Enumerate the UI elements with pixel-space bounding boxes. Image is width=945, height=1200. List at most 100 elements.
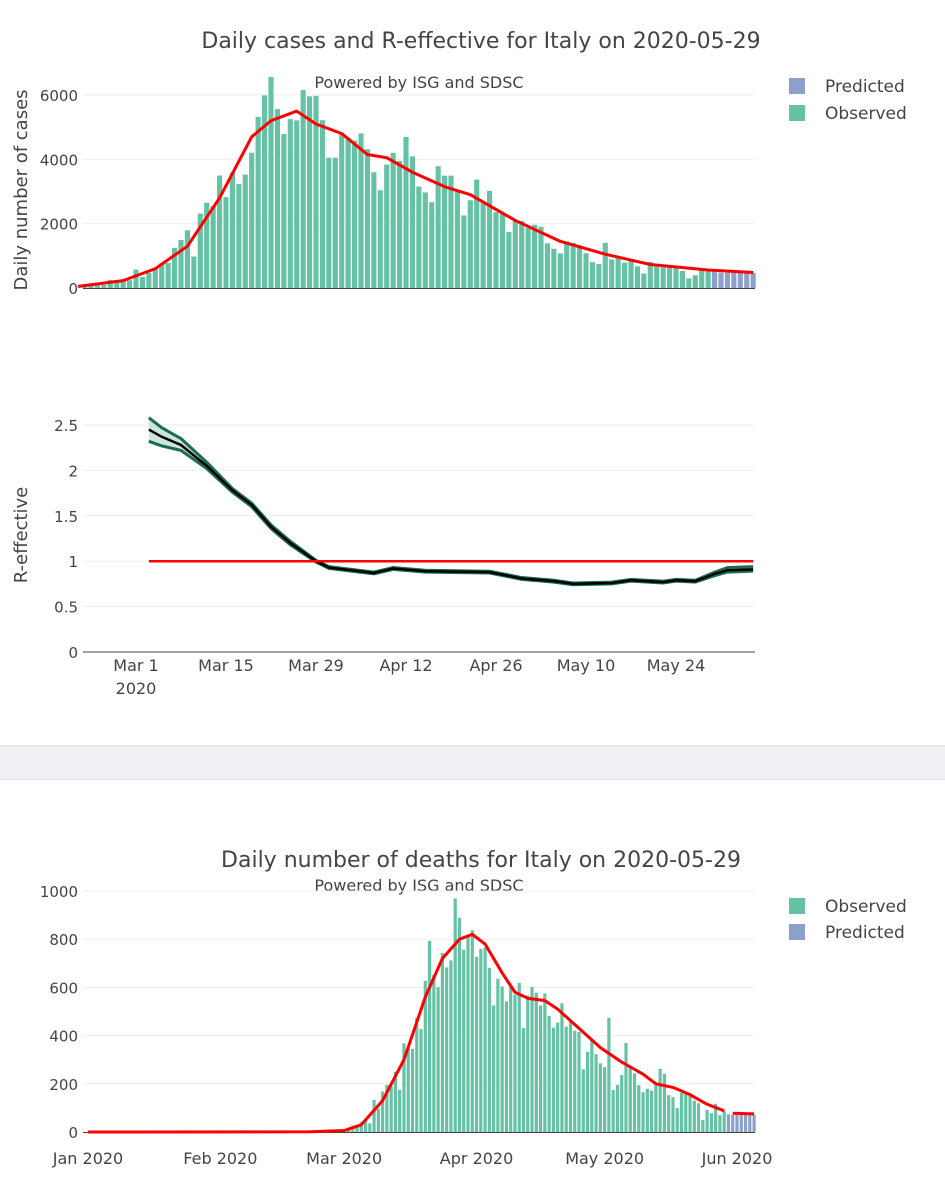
bar-observed	[525, 227, 531, 288]
bar-observed	[667, 267, 673, 288]
smoothed-line	[87, 932, 725, 1134]
legend-swatch	[789, 105, 805, 121]
y-tick-label: 200	[49, 1076, 78, 1094]
bar-observed	[332, 157, 338, 288]
bar-predicted	[718, 272, 724, 288]
x-tick-label: Mar 1	[113, 656, 158, 675]
bar-observed	[470, 930, 474, 1132]
bar-observed	[359, 1122, 363, 1132]
bar-observed	[570, 242, 576, 288]
bar-observed	[159, 263, 165, 288]
bar-observed	[101, 284, 107, 288]
bar-observed	[313, 95, 319, 288]
bar-observed	[146, 273, 152, 288]
legend-label: Predicted	[825, 923, 905, 943]
bar-observed	[718, 1115, 722, 1132]
bar-observed	[701, 1119, 705, 1132]
bar-observed	[568, 1020, 573, 1132]
bar-observed	[615, 1085, 620, 1132]
bar-observed	[440, 952, 444, 1132]
bar-observed	[127, 280, 133, 288]
bar-observed	[390, 152, 396, 288]
bar-observed	[210, 206, 216, 288]
bar-observed	[679, 270, 685, 288]
bar-observed	[679, 1092, 684, 1132]
legend-label: Observed	[825, 104, 907, 124]
bar-observed	[551, 248, 557, 288]
bar-observed	[461, 215, 467, 288]
bar-predicted	[743, 1114, 748, 1132]
r-confidence-band	[148, 417, 754, 585]
bar-observed	[436, 987, 440, 1132]
y-tick-label: 1000	[40, 883, 78, 901]
bar-observed	[397, 160, 403, 288]
bar-observed	[590, 1039, 594, 1132]
bar-observed	[262, 95, 268, 288]
y-tick-label: 1	[68, 553, 78, 571]
bar-observed	[223, 197, 229, 288]
bar-observed	[583, 253, 589, 288]
bar-observed	[686, 278, 692, 288]
bar-observed	[615, 256, 621, 288]
bar-observed	[454, 189, 460, 288]
bar-observed	[564, 1026, 568, 1132]
bar-observed	[229, 172, 235, 288]
bar-observed	[294, 120, 300, 288]
bar-predicted	[731, 272, 737, 288]
bar-observed	[673, 266, 679, 288]
bar-observed	[410, 1048, 415, 1132]
y-tick-label: 800	[49, 931, 78, 949]
bar-observed	[506, 232, 512, 288]
bar-observed	[688, 1094, 692, 1132]
bar-observed	[409, 156, 415, 288]
bar-observed	[435, 166, 441, 288]
chart-title: Daily cases and R-effective for Italy on…	[201, 29, 760, 54]
bar-observed	[339, 134, 345, 288]
bar-observed	[609, 259, 615, 288]
y-tick-label: 2.5	[54, 417, 78, 435]
bar-observed	[705, 1109, 709, 1132]
bar-observed	[538, 1005, 543, 1132]
y-axis-label: R-effective	[11, 487, 32, 584]
bar-observed	[611, 1090, 615, 1132]
bar-observed	[512, 220, 518, 288]
bar-observed	[287, 119, 293, 288]
bar-observed	[675, 1108, 679, 1132]
bar-observed	[634, 266, 640, 288]
x-tick-label: May 24	[647, 656, 706, 675]
bar-observed	[560, 1003, 564, 1132]
bar-observed	[249, 152, 255, 288]
y-tick-label: 2	[68, 462, 78, 480]
bar-observed	[696, 1103, 701, 1132]
y-tick-label: 4000	[40, 151, 78, 169]
y-tick-label: 0	[68, 280, 78, 298]
bar-observed	[714, 1103, 718, 1132]
bar-observed	[402, 1043, 406, 1132]
legend-label: Predicted	[825, 77, 905, 97]
bar-observed	[622, 262, 628, 288]
bar-observed	[467, 200, 473, 288]
bar-observed	[385, 1084, 389, 1132]
bar-predicted	[735, 1114, 739, 1132]
bar-observed	[178, 240, 184, 288]
bar-observed	[532, 224, 538, 288]
bar-observed	[345, 137, 351, 288]
y-tick-label: 0	[68, 644, 78, 662]
bar-observed	[519, 220, 525, 288]
bar-observed	[372, 1099, 376, 1132]
bar-observed	[355, 1125, 359, 1132]
bar-observed	[268, 77, 274, 289]
bar-observed	[427, 940, 432, 1132]
x-tick-label: Jun 2020	[701, 1149, 773, 1168]
bar-observed	[432, 975, 436, 1132]
bar-observed	[543, 993, 547, 1132]
x-tick-label: Apr 26	[469, 656, 522, 675]
bar-observed	[398, 1089, 402, 1132]
bar-observed	[184, 230, 190, 288]
bar-observed	[363, 1120, 368, 1132]
y-tick-label: 0	[68, 1124, 78, 1142]
bar-observed	[577, 245, 583, 288]
x-tick-label: May 2020	[565, 1149, 644, 1168]
bar-observed	[705, 268, 711, 288]
